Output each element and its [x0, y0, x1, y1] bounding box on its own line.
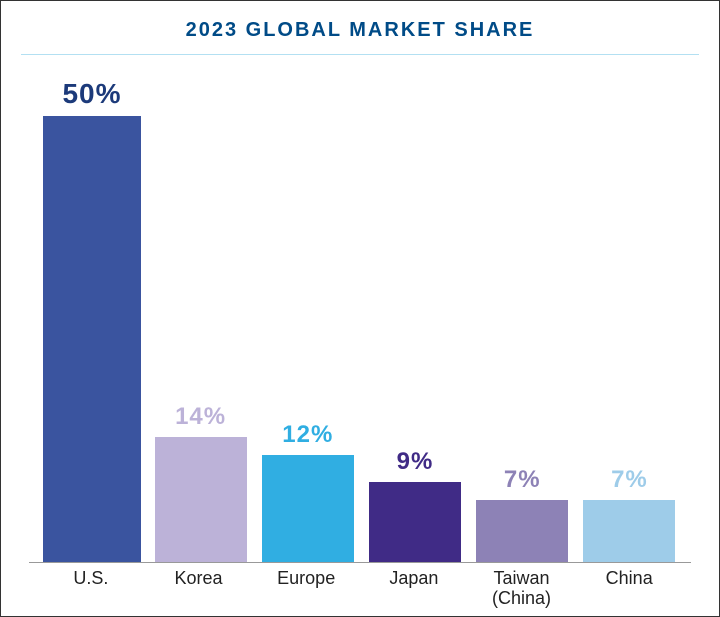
chart-container: 2023 GLOBAL MARKET SHARE 50% 14% 12% 9% 7% 7%… — [0, 0, 720, 617]
value-label: 50% — [62, 78, 121, 110]
bar-group: 12% — [260, 63, 355, 562]
x-axis-label: Taiwan(China) — [474, 569, 570, 609]
bar — [262, 455, 354, 562]
title-underline — [21, 54, 699, 55]
bar — [369, 482, 461, 562]
bar-group: 7% — [582, 63, 677, 562]
bar — [155, 437, 247, 562]
x-axis-label: Europe — [258, 569, 354, 609]
bar — [43, 116, 141, 562]
bar-group: 50% — [43, 63, 141, 562]
x-axis-label: Korea — [151, 569, 247, 609]
value-label: 12% — [282, 421, 333, 449]
value-label: 9% — [397, 448, 434, 476]
value-label: 7% — [611, 466, 648, 494]
chart-title: 2023 GLOBAL MARKET SHARE — [21, 19, 699, 42]
bar — [583, 500, 675, 563]
value-label: 14% — [175, 403, 226, 431]
value-label: 7% — [504, 466, 541, 494]
bar-group: 14% — [153, 63, 248, 562]
x-axis-labels: U.S. Korea Europe Japan Taiwan(China) China — [29, 563, 691, 609]
bar-group: 9% — [367, 63, 462, 562]
x-axis-label: U.S. — [43, 569, 139, 609]
x-axis-label: China — [581, 569, 677, 609]
chart-area: 50% 14% 12% 9% 7% 7% — [29, 63, 691, 563]
bar-group: 7% — [475, 63, 570, 562]
bar — [476, 500, 568, 563]
x-axis-label: Japan — [366, 569, 462, 609]
